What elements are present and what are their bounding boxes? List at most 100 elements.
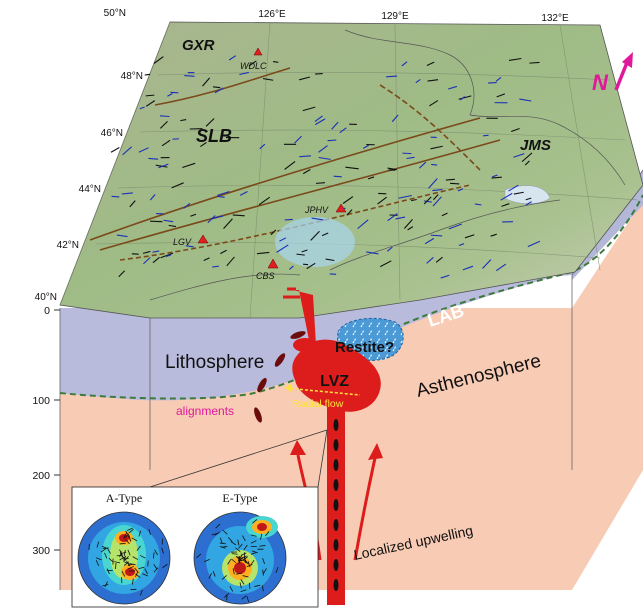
pole-tick — [262, 558, 265, 565]
anisotropy-bar — [160, 252, 174, 259]
pole-tick — [135, 571, 139, 578]
pole-tick — [250, 540, 257, 544]
anisotropy-bar — [482, 259, 492, 269]
pole-tick — [231, 553, 238, 555]
anisotropy-bar — [406, 156, 415, 160]
pole-tick — [196, 553, 202, 559]
anisotropy-bar — [411, 198, 417, 202]
anisotropy-bar — [387, 213, 398, 222]
volcano-lgv-label: LGV — [173, 237, 192, 247]
anisotropy-bar — [333, 175, 342, 178]
pole-tick — [260, 533, 263, 540]
inset-pole-figures: A-Type E-Type — [71, 486, 319, 608]
pole-tick — [162, 563, 168, 568]
anisotropy-bar — [217, 195, 225, 198]
anisotropy-bar — [488, 82, 497, 84]
anisotropy-bar — [212, 265, 220, 268]
anisotropy-bar — [232, 214, 245, 217]
anisotropy-bar — [433, 194, 439, 201]
stem-alignment — [333, 479, 339, 491]
anisotropy-bar — [279, 237, 287, 242]
inset-connector — [317, 429, 328, 488]
pole-tick — [148, 529, 151, 536]
anisotropy-bar — [182, 162, 196, 169]
north-arrow: N — [592, 52, 633, 95]
anisotropy-bar — [202, 77, 211, 87]
anisotropy-bar — [248, 60, 257, 67]
depth-tick-label: 300 — [32, 545, 50, 557]
anisotropy-bar — [299, 76, 311, 81]
anisotropy-bar — [185, 245, 194, 248]
anisotropy-bar — [362, 144, 369, 149]
stem-alignment — [333, 419, 339, 431]
anisotropy-bar — [217, 190, 230, 196]
anisotropy-bar — [270, 229, 277, 236]
anisotropy-bar — [158, 163, 169, 169]
anisotropy-bar — [116, 234, 128, 238]
stem-alignment — [333, 499, 339, 511]
pole-tick — [227, 537, 233, 542]
anisotropy-bar — [448, 85, 458, 90]
anisotropy-bar — [258, 196, 271, 206]
anisotropy-bar — [325, 258, 335, 262]
pole-tick — [241, 595, 247, 600]
pole-tick — [242, 556, 249, 561]
pole-tick — [114, 561, 121, 564]
pole-tick — [208, 573, 212, 579]
stem-alignment — [333, 539, 339, 551]
pole-tick — [126, 527, 133, 531]
a-type-label: A-Type — [106, 491, 142, 505]
anisotropy-bar — [184, 74, 195, 77]
anisotropy-bar — [301, 249, 308, 253]
anisotropy-bar — [311, 217, 324, 221]
anisotropy-bar — [153, 56, 164, 64]
pole-tick — [252, 519, 258, 524]
anisotropy-bar — [367, 176, 375, 180]
anisotropy-bar — [331, 121, 339, 130]
lat-label: 48°N — [121, 71, 143, 82]
pole-tick — [119, 549, 123, 556]
pole-tick — [138, 530, 142, 537]
pole-tick — [102, 584, 109, 587]
north-label: N — [592, 70, 609, 95]
anisotropy-bar — [214, 87, 224, 94]
anisotropy-bar — [407, 226, 414, 231]
pole-tick — [230, 541, 237, 546]
pole-tick — [212, 570, 216, 577]
volcano-cbs-label: CBS — [256, 271, 275, 281]
restite-label: Restite? — [335, 339, 394, 356]
pole-tick — [262, 585, 264, 592]
anisotropy-bar — [315, 182, 325, 184]
pole-tick — [138, 566, 145, 570]
anisotropy-bar — [357, 219, 369, 230]
pole-tick — [237, 557, 244, 562]
pole-tick — [142, 573, 148, 577]
anisotropy-bar — [276, 244, 289, 253]
anisotropy-bar — [159, 120, 168, 129]
plume-conduit — [293, 290, 316, 345]
anisotropy-bar — [524, 160, 530, 166]
anisotropy-bar — [183, 202, 191, 209]
pole-tick — [250, 545, 257, 548]
anisotropy-bar — [212, 86, 221, 89]
map-surface — [59, 21, 643, 319]
anisotropy-bar — [345, 166, 359, 170]
lithosphere-layer — [60, 170, 643, 401]
anisotropy-bar — [310, 230, 320, 241]
anisotropy-bar — [228, 55, 237, 61]
pole-tick — [95, 560, 100, 566]
anisotropy-bar — [122, 146, 133, 156]
anisotropy-bar — [327, 139, 337, 142]
pole-tick — [128, 566, 134, 570]
anisotropy-bar — [395, 216, 406, 220]
anisotropy-bar — [418, 161, 427, 169]
pole-tick — [238, 543, 243, 549]
anisotropy-bar — [521, 152, 533, 163]
anisotropy-bar — [423, 196, 432, 205]
anisotropy-bar — [458, 95, 472, 100]
north-arrow-icon — [614, 59, 630, 91]
anisotropy-bar — [339, 127, 347, 134]
anisotropy-bar — [500, 192, 513, 201]
pole-tick — [123, 549, 126, 556]
pole-tick — [106, 568, 110, 575]
